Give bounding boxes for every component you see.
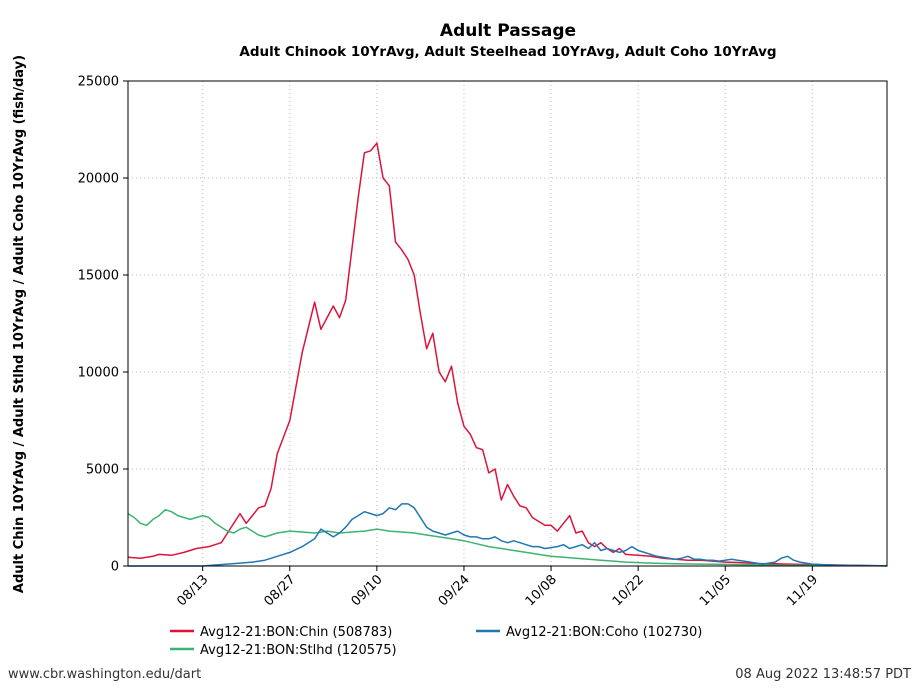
plot-frame bbox=[127, 80, 888, 567]
series-line-1 bbox=[127, 508, 888, 567]
y-tick-label: 10000 bbox=[78, 366, 119, 381]
y-tick-label: 0 bbox=[111, 560, 119, 575]
x-tick-label: 10/22 bbox=[610, 572, 647, 609]
y-tick-label: 20000 bbox=[78, 172, 119, 187]
series-lines bbox=[127, 142, 888, 567]
footer-source: www.cbr.washington.edu/dart bbox=[8, 667, 202, 682]
x-tick-label: 09/10 bbox=[349, 572, 386, 609]
x-axis-ticks: 08/13 08/27 09/10 09/24 10/08 10/22 11/05 11/19 bbox=[174, 566, 821, 609]
x-tick-label: 10/08 bbox=[523, 572, 560, 609]
x-tick-label: 08/13 bbox=[174, 572, 211, 609]
grid-lines bbox=[128, 81, 887, 566]
footer-timestamp: 08 Aug 2022 13:48:57 PDT bbox=[735, 667, 911, 682]
legend-label: Avg12-21:BON:Stlhd (120575) bbox=[200, 643, 397, 658]
y-tick-label: 5000 bbox=[86, 463, 119, 478]
series-line-0 bbox=[127, 142, 888, 567]
y-axis-label: Adult Chin 10YrAvg / Adult Stlhd 10YrAvg… bbox=[12, 55, 27, 593]
y-axis-ticks: 0 5000 10000 15000 20000 25000 bbox=[78, 75, 128, 575]
series-line-2 bbox=[128, 503, 888, 567]
chart-title: Adult Passage bbox=[440, 21, 576, 41]
legend-label: Avg12-21:BON:Coho (102730) bbox=[506, 625, 702, 640]
y-tick-label: 25000 bbox=[78, 75, 119, 90]
x-tick-label: 09/24 bbox=[436, 572, 473, 609]
y-tick-label: 15000 bbox=[78, 269, 119, 284]
legend: Avg12-21:BON:Chin (508783) Avg12-21:BON:S… bbox=[170, 625, 702, 658]
x-tick-label: 11/19 bbox=[784, 572, 821, 609]
x-tick-label: 11/05 bbox=[697, 572, 734, 609]
chart-subtitle: Adult Chinook 10YrAvg, Adult Steelhead 1… bbox=[239, 44, 776, 60]
legend-label: Avg12-21:BON:Chin (508783) bbox=[200, 625, 392, 640]
x-tick-label: 08/27 bbox=[261, 572, 298, 609]
